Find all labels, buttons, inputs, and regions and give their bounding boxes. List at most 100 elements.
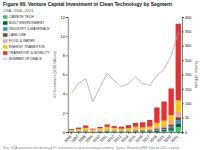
bar (76, 130, 81, 131)
bar (176, 123, 181, 127)
tick-mark (182, 118, 184, 119)
bar (176, 112, 181, 117)
bar (104, 130, 109, 131)
bar (147, 127, 152, 129)
bar (126, 131, 131, 132)
bar (140, 132, 145, 133)
tick-label: 300 (185, 44, 191, 48)
y-axis: 024681012 (61, 16, 69, 135)
tick: 100 (182, 102, 191, 106)
legend-label: LAND USE (9, 33, 27, 37)
tick-label: 250 (185, 59, 191, 63)
y2-axis: 050100150200250300350400 (182, 16, 191, 135)
bar-series (161, 127, 181, 132)
bar (133, 130, 138, 132)
tick-label: 50 (185, 116, 189, 120)
tick: 0 (182, 131, 187, 135)
tick-mark (85, 132, 86, 134)
bar (90, 131, 95, 132)
bar (69, 130, 74, 132)
line (72, 33, 179, 102)
bar (168, 115, 173, 121)
bar (69, 132, 74, 133)
bar (161, 121, 166, 125)
bar (112, 132, 117, 133)
tick-mark (128, 132, 129, 134)
bar (69, 129, 74, 131)
axis-line (183, 18, 185, 133)
bar (140, 127, 145, 129)
bar (176, 24, 181, 101)
legend-swatch (3, 39, 8, 43)
bar (168, 124, 173, 126)
legend-swatch (3, 45, 8, 49)
legend-label: BUILT ENVIRONMENT (9, 21, 44, 25)
bar (112, 131, 117, 132)
tick: 10 (61, 35, 68, 39)
legend-swatch (3, 21, 8, 25)
bar (104, 131, 109, 132)
tick-mark (178, 132, 179, 134)
tick: 0 (63, 131, 68, 135)
tick-mark (182, 103, 184, 104)
axis-line (66, 18, 69, 133)
annotation-line: Note: USA represents total disclosed VC … (3, 146, 180, 150)
bar (147, 129, 152, 130)
bar (147, 131, 152, 132)
tick: 8 (63, 54, 68, 58)
bar (119, 131, 124, 132)
legend-label: ENERGY TRANSITION (9, 45, 45, 49)
legend-swatch (3, 27, 8, 31)
bar (76, 132, 81, 133)
bar (76, 131, 81, 132)
bar (168, 128, 173, 130)
bar (97, 127, 102, 128)
bar (161, 127, 166, 129)
legend-swatch (3, 33, 8, 37)
tick: 2 (63, 112, 68, 116)
tick-label: 350 (185, 30, 191, 34)
tick-label: 10 (61, 35, 65, 39)
legend-swatch (3, 15, 8, 19)
tick-label: 12 (61, 16, 65, 20)
tick-label: 400 (185, 16, 191, 20)
tick-mark (182, 46, 184, 47)
tick-label: 2 (63, 112, 65, 116)
bar (119, 131, 124, 132)
bar (90, 130, 95, 131)
bar (133, 130, 138, 131)
tick-label: 4 (63, 92, 65, 96)
bar (154, 107, 159, 122)
tick-mark (182, 75, 184, 76)
title: Figure 60. Venture Capital Investment in… (3, 1, 172, 7)
tick-mark (149, 132, 150, 134)
axis-line (68, 133, 182, 135)
bar (140, 130, 145, 132)
subtitle: USA, 2006–2021 (3, 8, 34, 13)
tick-mark (182, 17, 184, 18)
legend-label: INDUSTRY & MATERIALS (9, 27, 50, 31)
bar (133, 127, 138, 130)
tick-mark (66, 132, 68, 133)
legend-swatch (3, 59, 8, 60)
legend-swatch (3, 51, 8, 55)
tick: 250 (182, 59, 191, 63)
bar (112, 128, 117, 130)
bar (83, 131, 88, 132)
bar (90, 131, 95, 132)
legend-label: TRANSPORT & MOBILITY (9, 51, 50, 55)
tick-mark (66, 94, 68, 95)
chart: Figure 60. Venture Capital Investment in… (0, 0, 200, 150)
tick: 4 (63, 92, 68, 96)
bar (90, 131, 95, 132)
bar-series (69, 100, 181, 131)
bar (147, 120, 152, 127)
bar (176, 127, 181, 132)
title-line: Figure 60. Venture Capital Investment in… (3, 1, 172, 7)
bar (97, 128, 102, 130)
tick-label: 0 (63, 131, 65, 135)
tick-mark (66, 55, 68, 56)
plot-area (69, 24, 181, 132)
subtitle-line: USA, 2006–2021 (3, 8, 34, 13)
tick-mark (135, 132, 136, 134)
